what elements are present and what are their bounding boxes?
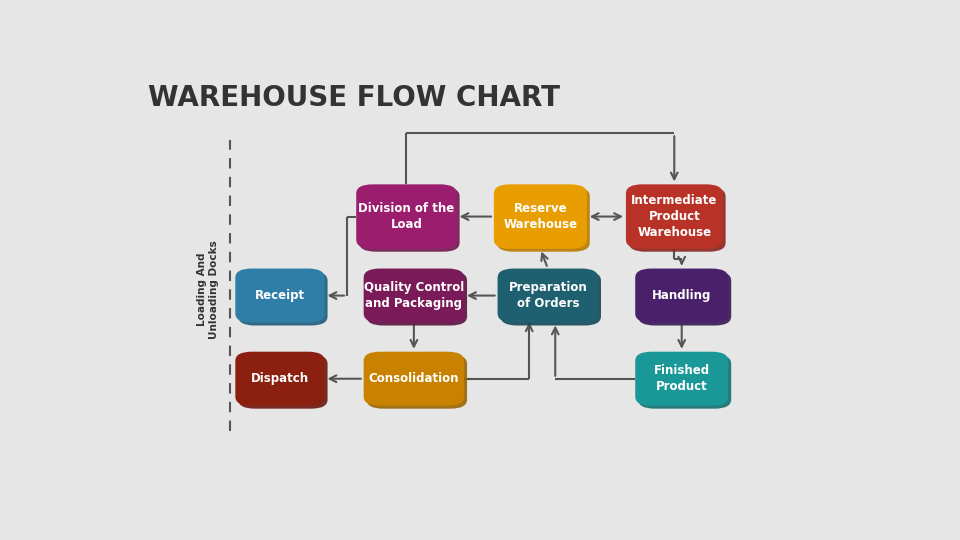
Text: Loading And
Unloading Docks: Loading And Unloading Docks	[197, 240, 219, 339]
FancyBboxPatch shape	[497, 187, 589, 252]
Text: Quality Control
and Packaging: Quality Control and Packaging	[364, 281, 464, 310]
FancyBboxPatch shape	[359, 187, 460, 252]
Text: Finished
Product: Finished Product	[654, 364, 709, 393]
Text: Consolidation: Consolidation	[369, 372, 459, 385]
Text: Handling: Handling	[652, 289, 711, 302]
Text: Intermediate
Product
Warehouse: Intermediate Product Warehouse	[631, 194, 717, 239]
FancyBboxPatch shape	[636, 268, 729, 322]
FancyBboxPatch shape	[238, 355, 327, 409]
FancyBboxPatch shape	[238, 272, 327, 326]
FancyBboxPatch shape	[367, 272, 468, 326]
FancyBboxPatch shape	[638, 355, 732, 409]
Text: Dispatch: Dispatch	[251, 372, 309, 385]
FancyBboxPatch shape	[626, 184, 723, 249]
Text: WAREHOUSE FLOW CHART: WAREHOUSE FLOW CHART	[148, 84, 561, 112]
FancyBboxPatch shape	[636, 352, 729, 406]
Text: Receipt: Receipt	[255, 289, 305, 302]
FancyBboxPatch shape	[235, 268, 324, 322]
FancyBboxPatch shape	[367, 355, 468, 409]
FancyBboxPatch shape	[497, 268, 598, 322]
FancyBboxPatch shape	[500, 272, 601, 326]
FancyBboxPatch shape	[364, 268, 464, 322]
FancyBboxPatch shape	[638, 272, 732, 326]
FancyBboxPatch shape	[493, 184, 587, 249]
Text: Reserve
Warehouse: Reserve Warehouse	[503, 202, 577, 231]
FancyBboxPatch shape	[364, 352, 464, 406]
FancyBboxPatch shape	[235, 352, 324, 406]
FancyBboxPatch shape	[629, 187, 726, 252]
Text: Preparation
of Orders: Preparation of Orders	[509, 281, 588, 310]
Text: Division of the
Load: Division of the Load	[358, 202, 455, 231]
FancyBboxPatch shape	[356, 184, 457, 249]
